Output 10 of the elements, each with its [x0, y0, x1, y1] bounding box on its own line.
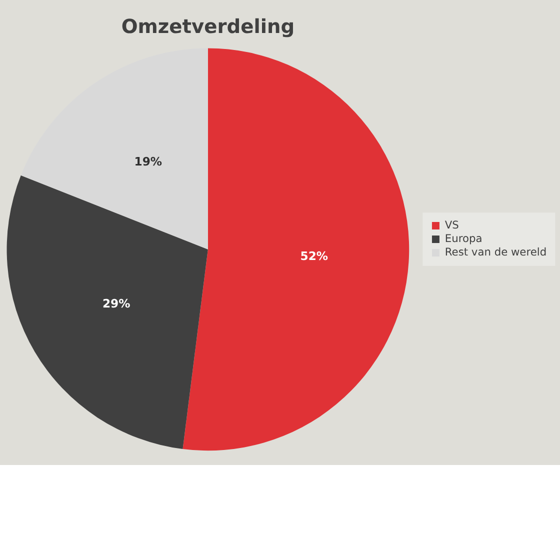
- pie-slice: [20, 48, 208, 250]
- legend-label: Europa: [444, 232, 482, 246]
- pie-slice: [182, 48, 409, 451]
- data-label: 52%: [300, 248, 328, 263]
- data-label: 29%: [102, 296, 131, 310]
- data-label: 19%: [134, 154, 162, 168]
- chart-title: Omzetverdeling: [121, 14, 295, 38]
- pie-slice: [6, 175, 208, 450]
- legend-label: VS: [444, 218, 460, 232]
- legend-label: Rest van de wereld: [444, 246, 547, 259]
